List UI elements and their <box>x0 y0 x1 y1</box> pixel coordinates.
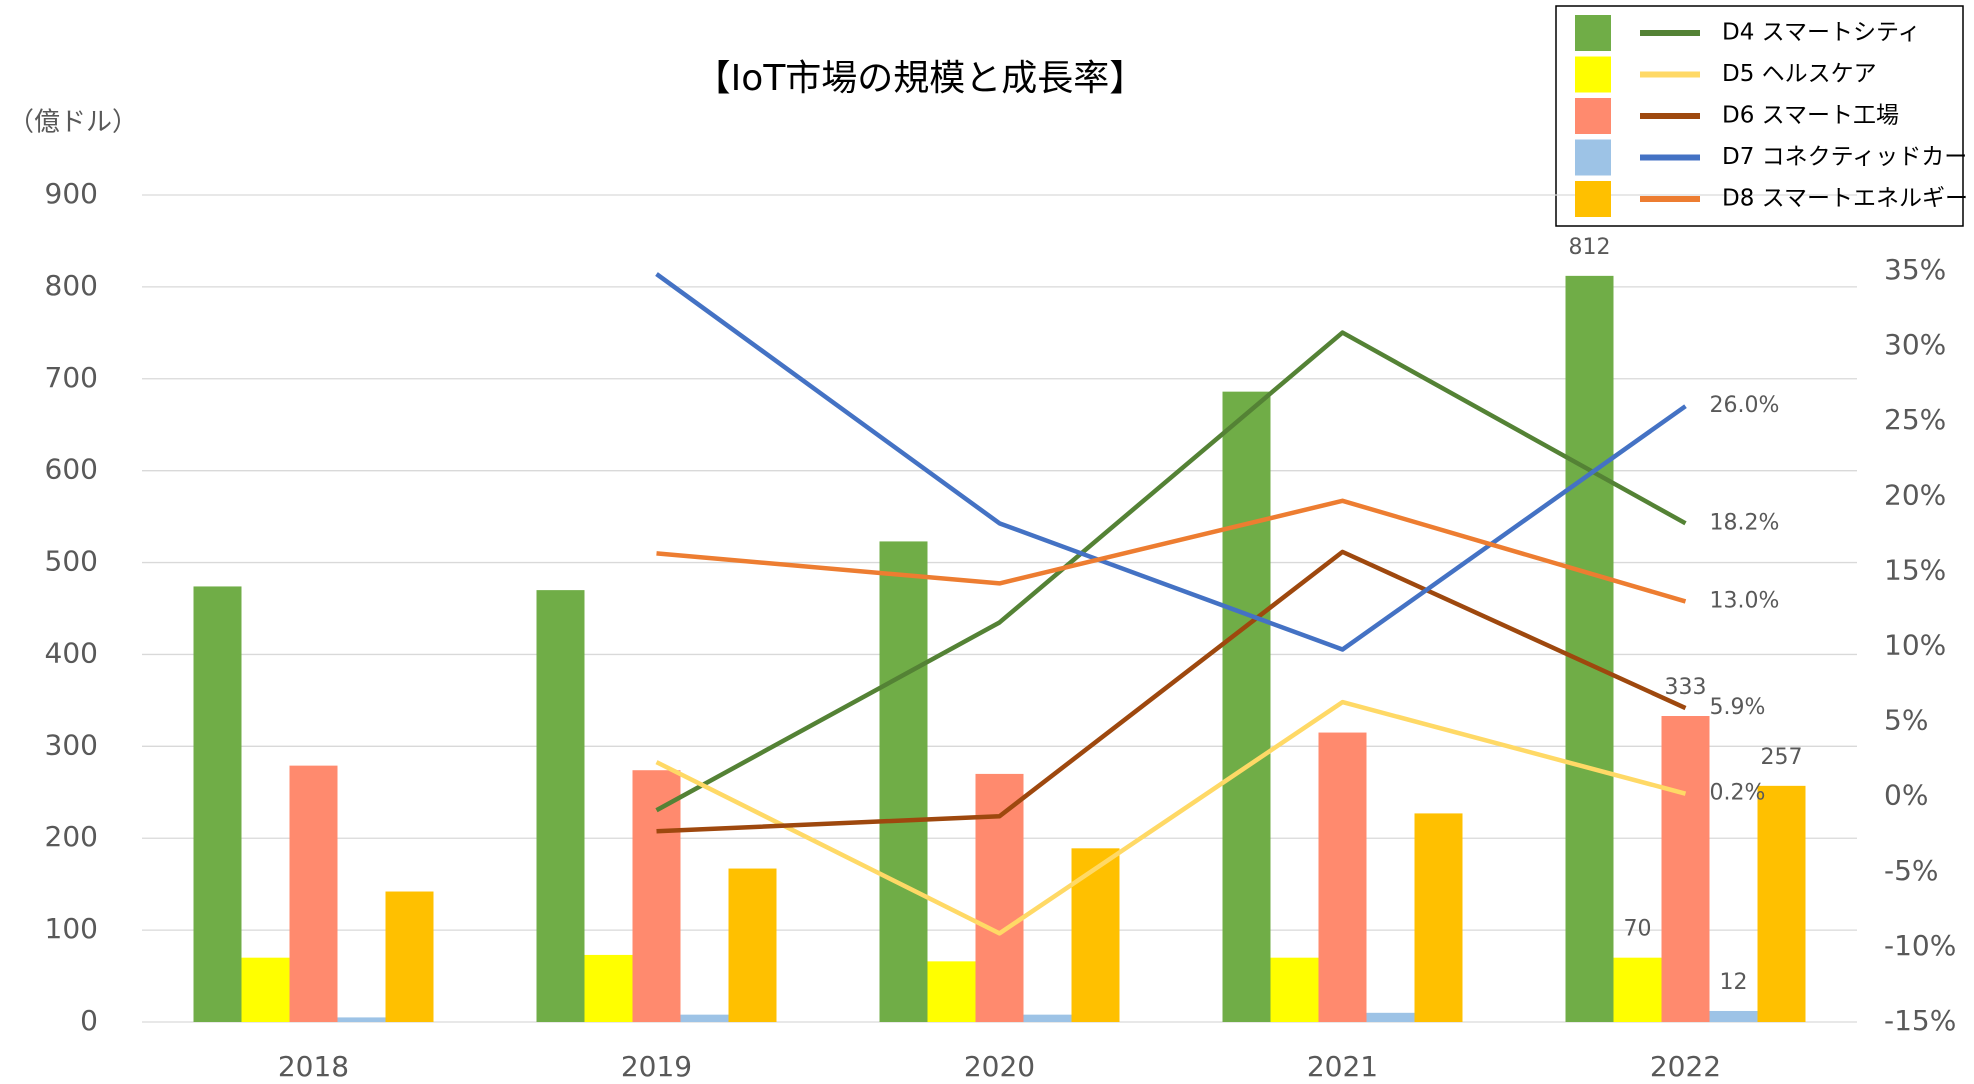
bar-value-label: 257 <box>1761 745 1803 770</box>
bar <box>536 590 585 1022</box>
bar <box>1318 732 1367 1022</box>
growth-line <box>655 272 1687 652</box>
y-tick-label: 600 <box>45 453 98 486</box>
y2-tick-label: 30% <box>1884 328 1946 361</box>
y-tick-label: 500 <box>45 545 98 578</box>
y-tick-label: 900 <box>45 177 98 210</box>
legend-box <box>1555 5 1964 227</box>
growth-line <box>655 330 1687 813</box>
y2-tick-label: 20% <box>1884 478 1946 511</box>
x-tick-label: 2020 <box>964 1050 1035 1083</box>
legend-bar-swatch <box>1575 139 1611 176</box>
bar <box>1222 391 1271 1022</box>
bar <box>1023 1014 1072 1022</box>
bar <box>1661 716 1710 1022</box>
bar <box>584 954 633 1022</box>
y2-tick-label: -10% <box>1884 929 1956 962</box>
line-value-label: 0.2% <box>1710 781 1766 806</box>
bar <box>1613 957 1662 1022</box>
legend-bar-swatch <box>1575 98 1611 134</box>
bar <box>1757 785 1806 1022</box>
y-tick-label: 300 <box>45 728 98 761</box>
bar <box>1071 848 1120 1022</box>
line-value-label: 18.2% <box>1710 510 1780 535</box>
y-tick-label: 0 <box>80 1004 98 1037</box>
chart-title: 【IoT市場の規模と成長率】 <box>695 58 1146 99</box>
growth-line <box>656 549 1687 834</box>
bar <box>337 1017 386 1022</box>
x-tick-label: 2018 <box>278 1050 349 1083</box>
bar-value-label: 12 <box>1720 970 1748 995</box>
legend-label: D6 スマート工場 <box>1722 103 1899 129</box>
bar <box>289 765 338 1022</box>
bar <box>1565 275 1614 1023</box>
x-tick-label: 2022 <box>1650 1050 1721 1083</box>
line-value-label: 5.9% <box>1710 695 1766 720</box>
bar <box>680 1014 729 1022</box>
y2-tick-label: 5% <box>1884 704 1928 737</box>
bar <box>1709 1010 1758 1022</box>
bar-value-label: 70 <box>1624 917 1652 942</box>
bar <box>1366 1012 1415 1022</box>
bar <box>632 770 681 1022</box>
bar <box>1270 957 1319 1022</box>
y-tick-label: 800 <box>45 269 98 302</box>
legend-label: D4 スマートシティ <box>1722 20 1921 46</box>
legend-label: D8 スマートエネルギー <box>1722 186 1968 212</box>
y2-tick-label: 0% <box>1884 779 1928 812</box>
y2-tick-label: -5% <box>1884 854 1939 887</box>
legend-bar-swatch <box>1575 181 1611 217</box>
bar <box>975 773 1024 1022</box>
legend-label: D7 コネクティッドカー <box>1722 144 1967 170</box>
legend-label: D5 ヘルスケア <box>1722 61 1877 87</box>
y-tick-label: 400 <box>45 636 98 669</box>
y-tick-label: 100 <box>45 912 98 945</box>
bar <box>927 961 976 1022</box>
bar <box>193 586 242 1022</box>
line-value-label: 13.0% <box>1710 588 1780 613</box>
y2-tick-label: 10% <box>1884 629 1946 662</box>
y2-tick-label: 15% <box>1884 553 1946 586</box>
bar <box>728 868 777 1022</box>
bar-value-label: 333 <box>1665 675 1707 700</box>
growth-line <box>655 699 1687 936</box>
bar <box>1414 813 1463 1022</box>
legend-bar-swatch <box>1575 56 1611 93</box>
line-value-label: 26.0% <box>1710 393 1780 418</box>
y-tick-label: 700 <box>45 361 98 394</box>
x-tick-label: 2021 <box>1307 1050 1378 1083</box>
growth-line <box>656 498 1687 604</box>
y2-tick-label: 35% <box>1884 253 1946 286</box>
y2-tick-label: 25% <box>1884 403 1946 436</box>
x-tick-label: 2019 <box>621 1050 692 1083</box>
y-axis-label: （億ドル） <box>8 108 138 138</box>
legend-bar-swatch <box>1575 15 1611 51</box>
bar <box>241 957 290 1022</box>
y2-tick-label: -15% <box>1884 1004 1956 1037</box>
y-tick-label: 200 <box>45 820 98 853</box>
bar <box>879 541 928 1022</box>
bar <box>385 891 434 1022</box>
bar-value-label: 812 <box>1569 235 1611 260</box>
